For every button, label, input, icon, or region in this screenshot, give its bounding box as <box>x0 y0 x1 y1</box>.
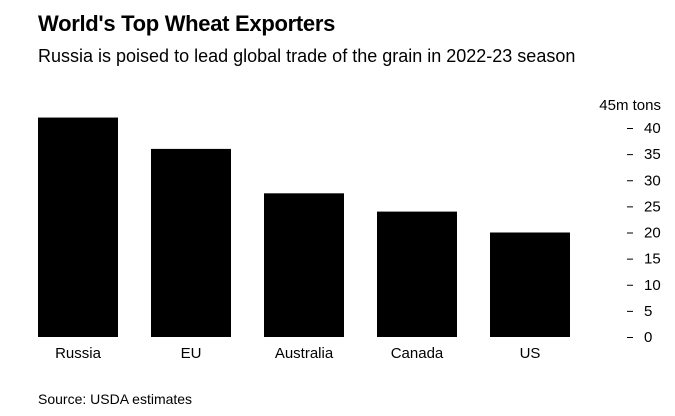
chart-subtitle: Russia is poised to lead global trade of… <box>38 46 576 66</box>
y-tick-label: 40 <box>644 120 661 137</box>
y-axis-unit-label: 45m tons <box>599 97 661 114</box>
bar-us <box>490 232 570 337</box>
y-tick-label: 25 <box>644 198 661 215</box>
bar-russia <box>38 117 118 337</box>
y-tick-label: 35 <box>644 146 661 163</box>
y-tick-label: 10 <box>644 277 661 294</box>
y-tick-label: 0 <box>644 329 652 346</box>
y-tick-label: 5 <box>644 303 652 320</box>
x-tick-label: EU <box>181 345 202 362</box>
bar-eu <box>151 148 231 337</box>
y-tick-label: 15 <box>644 251 661 268</box>
bar-canada <box>377 211 457 337</box>
bar-australia <box>264 193 344 337</box>
x-tick-label: US <box>520 345 541 362</box>
source-note: Source: USDA estimates <box>38 391 193 407</box>
x-tick-label: Canada <box>391 345 444 362</box>
x-tick-label: Australia <box>275 345 334 362</box>
y-tick-label: 30 <box>644 172 661 189</box>
chart-title: World's Top Wheat Exporters <box>38 11 336 36</box>
y-tick-label: 20 <box>644 225 661 242</box>
x-tick-label: Russia <box>55 345 102 362</box>
